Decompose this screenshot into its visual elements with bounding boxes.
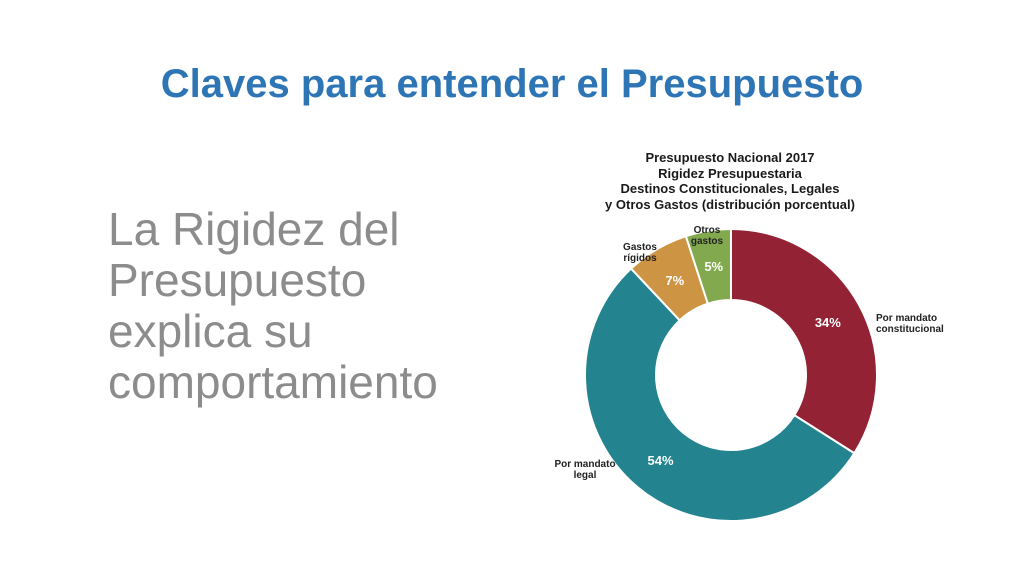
donut-slice <box>730 227 878 455</box>
slice-value-label: 34% <box>815 315 841 330</box>
chart-title-line: Destinos Constitucionales, Legales <box>620 181 840 196</box>
slice-value-label: 7% <box>665 273 684 288</box>
body-line: comportamiento <box>108 356 438 408</box>
slice-category-label: Por mandato constitucional <box>876 313 944 335</box>
chart-title-line: Presupuesto Nacional 2017 <box>645 150 815 165</box>
slice-category-label: Otros gastos <box>690 225 724 247</box>
donut-slice <box>584 267 856 522</box>
slide-title: Claves para entender el Presupuesto <box>160 62 864 106</box>
slice-category-label: Gastos rígidos <box>623 242 657 264</box>
slice-category-label: Por mandato legal <box>554 459 616 481</box>
body-line: Presupuesto <box>108 254 367 306</box>
chart-title: Presupuesto Nacional 2017 Rigidez Presup… <box>580 150 880 212</box>
chart-title-line: y Otros Gastos (distribución porcentual) <box>605 196 855 212</box>
body-line: explica su <box>108 305 313 357</box>
slice-value-label: 5% <box>704 259 723 274</box>
donut-slice <box>684 227 732 305</box>
body-text: La Rigidez del Presupuesto explica su co… <box>108 204 528 408</box>
body-line: La Rigidez del <box>108 203 400 255</box>
chart-title-line: Rigidez Presupuestaria <box>658 165 802 181</box>
slice-value-label: 54% <box>648 453 674 468</box>
